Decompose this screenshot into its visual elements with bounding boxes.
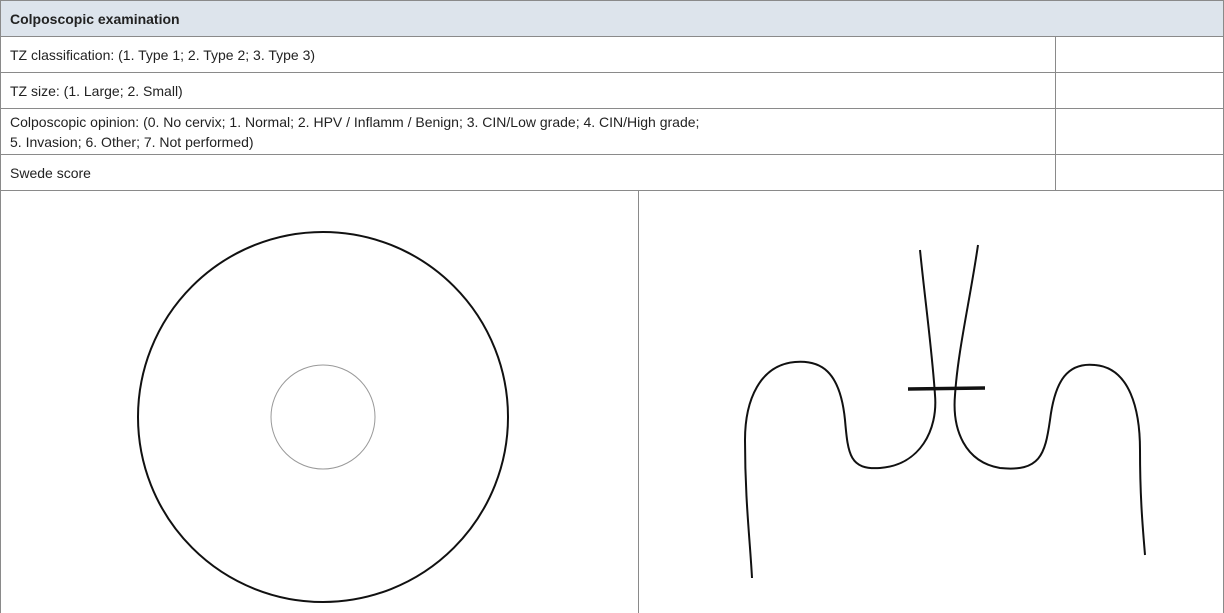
header: Colposcopic examination [0, 0, 1224, 37]
drawing-cell [638, 190, 1224, 613]
cervix-outline [137, 231, 509, 603]
label-text: Colposcopic opinion: (0. No cervix; 1. N… [10, 113, 700, 130]
os-outline [270, 364, 376, 470]
cross-bar [907, 386, 986, 391]
label-text: Swede score [10, 164, 91, 181]
label-text: TZ size: (1. Large; 2. Small) [10, 82, 183, 99]
label-text: TZ classification: (1. Type 1; 2. Type 2… [10, 46, 316, 63]
drawing-cell [0, 190, 639, 613]
label-text: 5. Invasion; 6. Other; 7. Not performed) [10, 133, 254, 150]
header-title: Colposcopic examination [10, 10, 180, 27]
right-contour [953, 244, 1146, 556]
uterus-sketch [743, 244, 1146, 579]
left-contour [743, 249, 937, 579]
